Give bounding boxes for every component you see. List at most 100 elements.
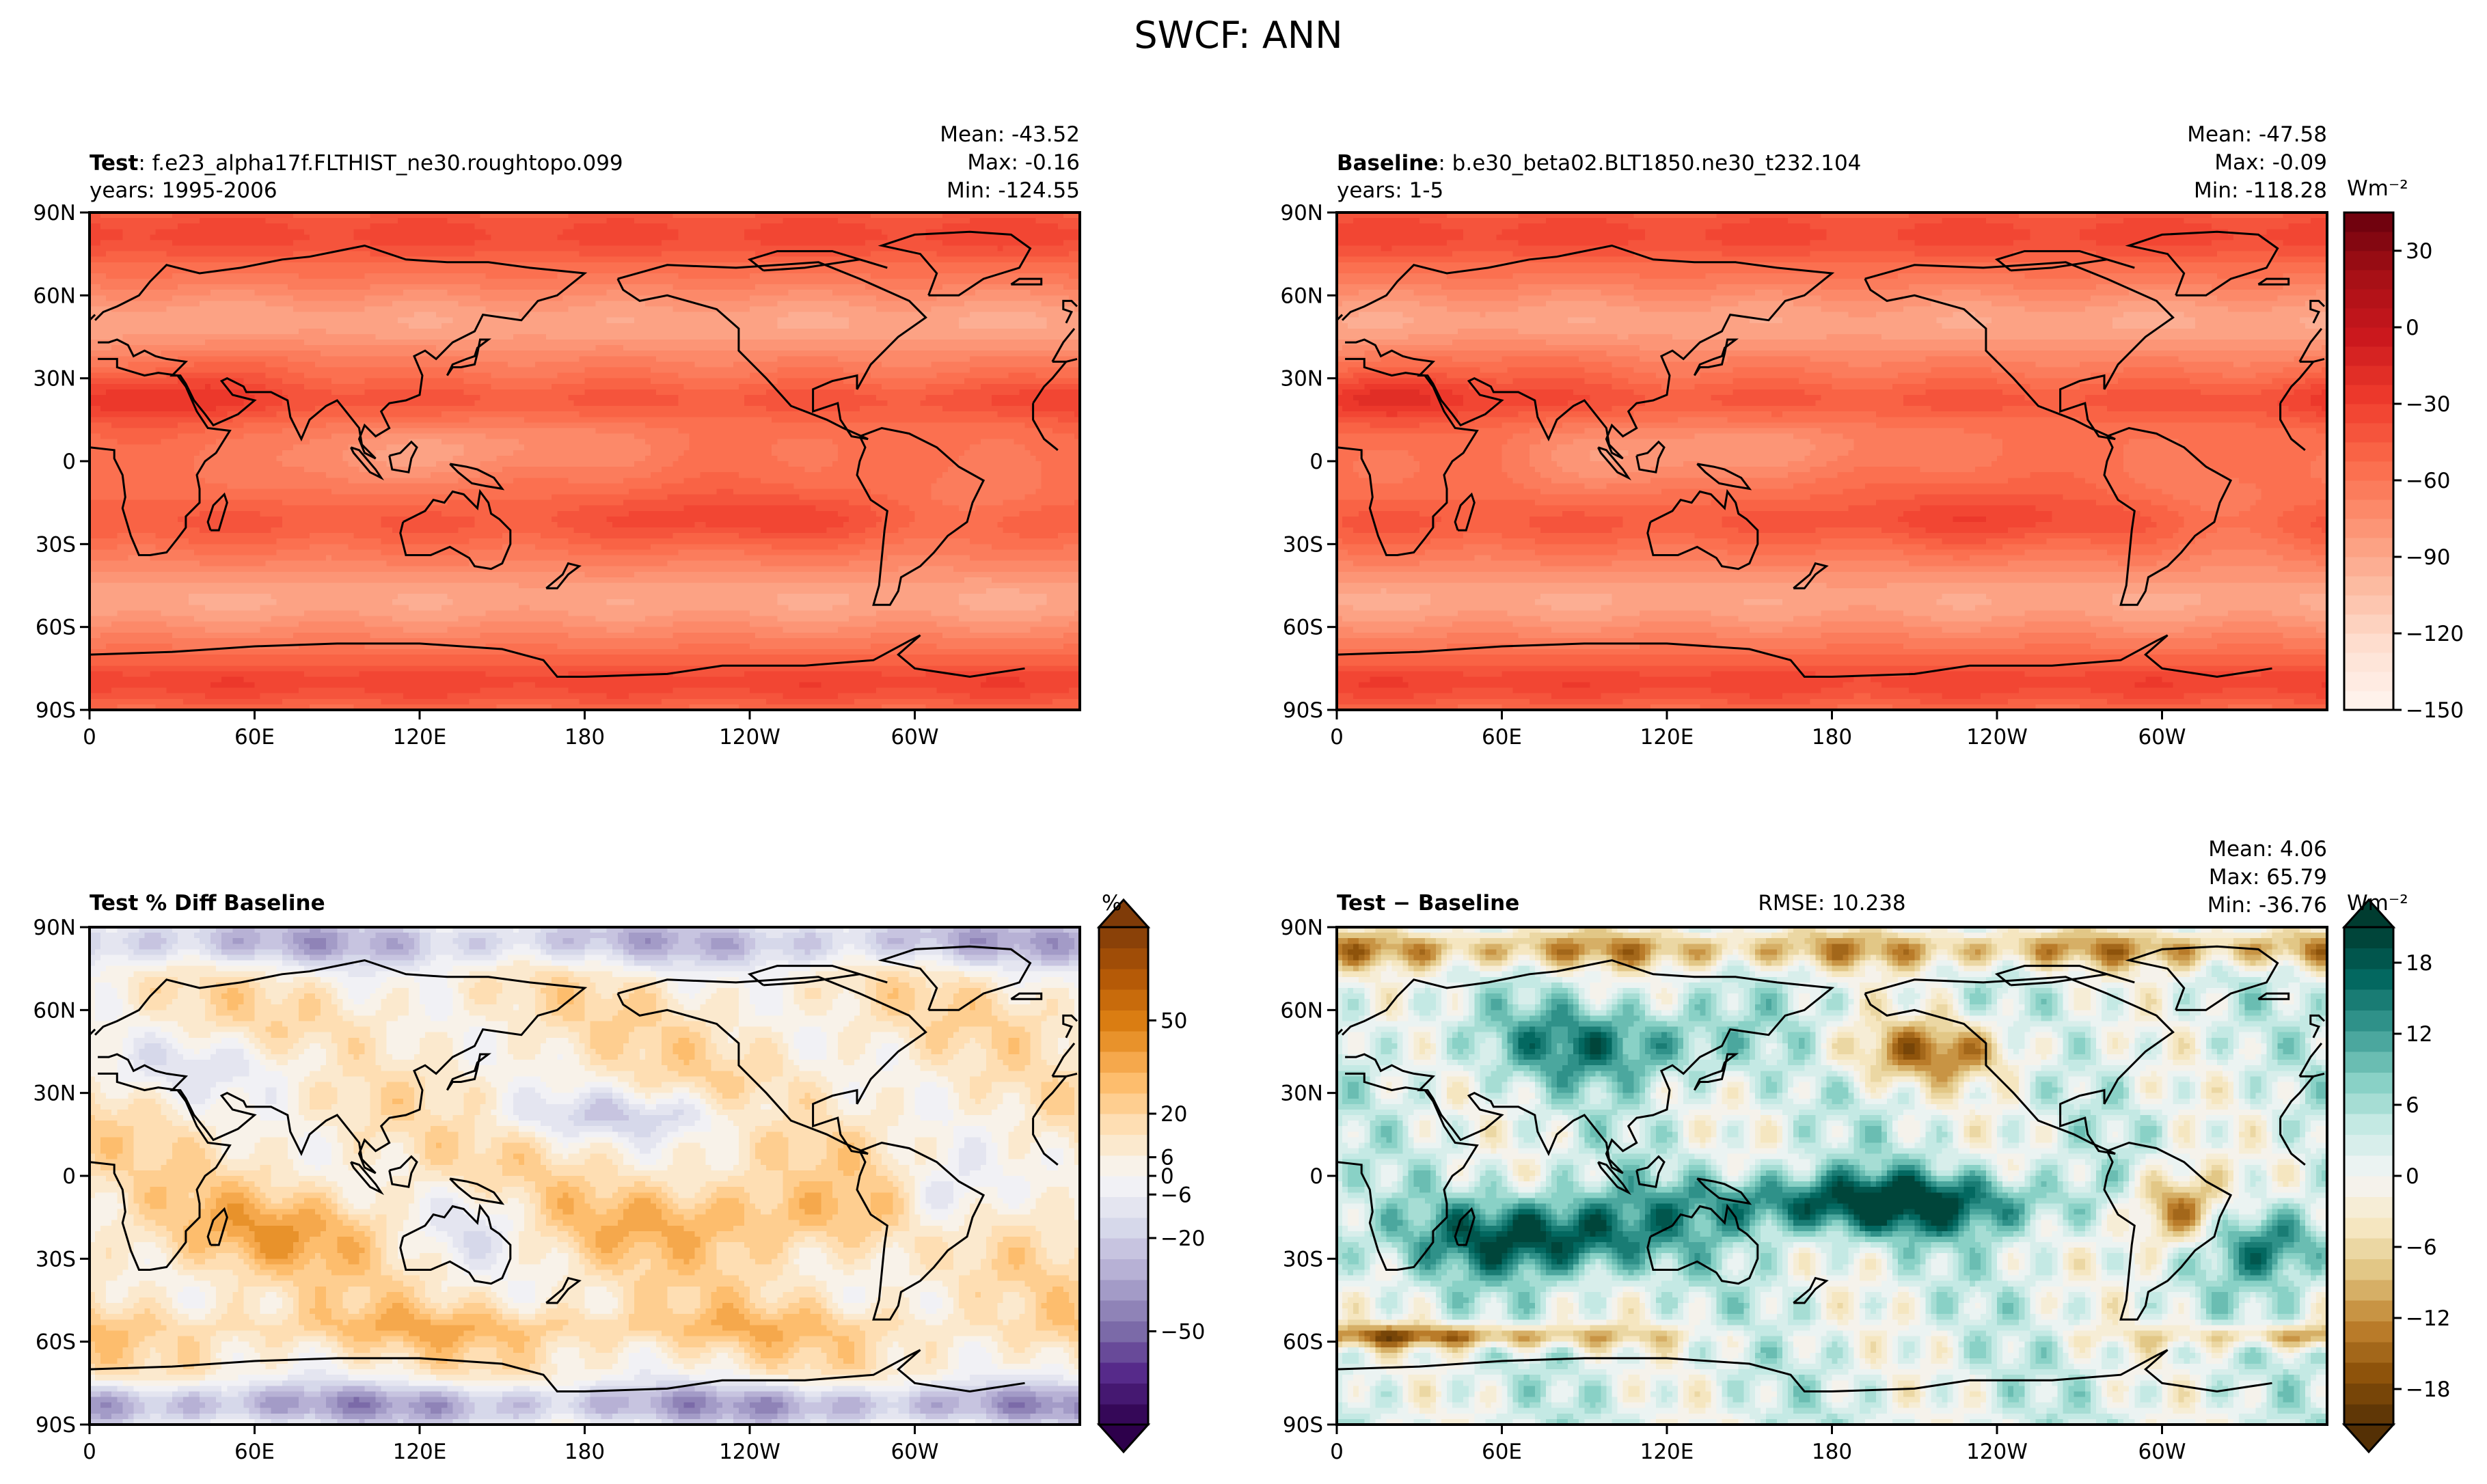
field-cell — [701, 223, 707, 230]
field-cell — [1036, 223, 1042, 230]
field-cell — [447, 223, 453, 230]
field-cell — [827, 223, 833, 230]
field-cell — [860, 218, 866, 224]
field-cell — [210, 229, 217, 235]
field-cell — [145, 223, 151, 230]
field-cell — [392, 229, 398, 235]
field-cell — [370, 223, 377, 230]
field-cell — [381, 218, 388, 224]
field-cell — [502, 229, 508, 235]
field-cell — [447, 229, 453, 235]
field-cell — [793, 229, 800, 235]
field-cell — [1042, 218, 1048, 224]
field-cell — [221, 223, 228, 230]
field-cell — [260, 223, 267, 230]
field-cell — [689, 223, 695, 230]
field-cell — [106, 223, 112, 230]
field-cell — [221, 229, 228, 235]
field-cell — [282, 218, 288, 224]
field-cell — [706, 218, 712, 224]
field-cell — [667, 223, 673, 230]
field-cell — [282, 229, 288, 235]
field-cell — [210, 218, 217, 224]
field-cell — [986, 223, 992, 230]
field-cell — [376, 223, 382, 230]
field-cell — [761, 218, 767, 224]
field-cell — [1008, 218, 1014, 224]
field-cell — [568, 223, 574, 230]
field-cell — [634, 229, 640, 235]
field-cell — [992, 218, 998, 224]
field-cell — [843, 223, 850, 230]
field-cell — [337, 218, 343, 224]
field-cell — [353, 229, 359, 235]
field-cell — [722, 218, 729, 224]
field-cell — [728, 223, 734, 230]
field-cell — [678, 223, 684, 230]
field-cell — [238, 218, 244, 224]
field-cell — [469, 223, 475, 230]
field-cell — [502, 218, 508, 224]
field-cell — [106, 218, 112, 224]
field-cell — [1063, 223, 1070, 230]
field-cell — [359, 229, 365, 235]
field-cell — [475, 223, 481, 230]
field-cell — [683, 229, 690, 235]
field-cell — [480, 223, 487, 230]
field-cell — [205, 223, 211, 230]
field-cell — [948, 223, 954, 230]
field-cell — [436, 229, 442, 235]
field-cell — [683, 218, 690, 224]
field-cell — [315, 223, 321, 230]
field-cell — [337, 223, 343, 230]
field-cell — [942, 223, 949, 230]
field-cell — [1052, 218, 1059, 224]
field-cell — [695, 223, 701, 230]
field-cell — [508, 229, 514, 235]
field-cell — [573, 229, 580, 235]
field-cell — [452, 223, 459, 230]
field-cell — [777, 223, 783, 230]
field-cell — [463, 218, 470, 224]
field-cell — [150, 229, 157, 235]
field-cell — [530, 223, 536, 230]
field-cell — [854, 223, 860, 230]
field-cell — [695, 229, 701, 235]
field-cell — [117, 218, 123, 224]
field-cell — [331, 223, 338, 230]
field-cell — [293, 229, 299, 235]
field-cell — [612, 223, 619, 230]
field-cell — [887, 218, 893, 224]
field-cell — [117, 223, 123, 230]
field-cell — [711, 223, 718, 230]
field-cell — [656, 223, 662, 230]
field-cell — [111, 223, 118, 230]
field-cell — [331, 218, 338, 224]
field-cell — [1058, 218, 1064, 224]
field-cell — [618, 218, 624, 224]
field-cell — [959, 218, 965, 224]
field-cell — [260, 218, 267, 224]
field-cell — [854, 218, 860, 224]
field-cell — [651, 229, 657, 235]
field-cell — [425, 223, 431, 230]
field-cell — [766, 229, 772, 235]
field-cell — [342, 223, 349, 230]
field-cell — [337, 229, 343, 235]
field-cell — [266, 223, 272, 230]
field-cell — [915, 223, 921, 230]
field-cell — [535, 223, 541, 230]
field-cell — [1025, 223, 1031, 230]
field-cell — [805, 223, 811, 230]
field-cell — [249, 223, 255, 230]
field-cell — [288, 229, 294, 235]
field-cell — [227, 218, 233, 224]
field-cell — [156, 218, 162, 224]
field-cell — [227, 229, 233, 235]
field-cell — [139, 229, 145, 235]
field-cell — [634, 223, 640, 230]
field-cell — [271, 229, 277, 235]
field-cell — [463, 223, 470, 230]
field-cell — [871, 223, 877, 230]
field-cell — [260, 229, 267, 235]
